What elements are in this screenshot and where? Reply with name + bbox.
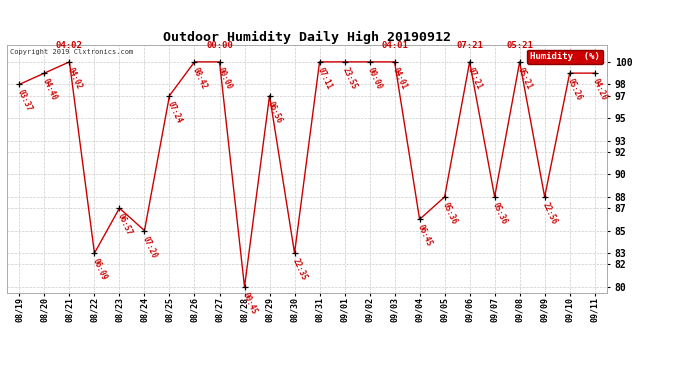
Text: 07:11: 07:11 [315, 66, 333, 91]
Text: 23:55: 23:55 [341, 66, 359, 91]
Text: 05:21: 05:21 [515, 66, 533, 91]
Text: 00:00: 00:00 [215, 66, 233, 91]
Text: 04:02: 04:02 [56, 40, 83, 50]
Text: 22:56: 22:56 [541, 201, 559, 226]
Text: 06:09: 06:09 [90, 257, 108, 282]
Text: 05:21: 05:21 [506, 40, 533, 50]
Text: 07:21: 07:21 [456, 40, 483, 50]
Legend: Humidity  (%): Humidity (%) [527, 50, 602, 64]
Text: 07:21: 07:21 [466, 66, 484, 91]
Text: 04:02: 04:02 [66, 66, 83, 91]
Text: 04:20: 04:20 [591, 77, 609, 102]
Text: 00:00: 00:00 [206, 40, 233, 50]
Text: 06:56: 06:56 [266, 100, 284, 124]
Text: Copyright 2019 Clxtronics.com: Copyright 2019 Clxtronics.com [10, 49, 133, 55]
Text: 06:57: 06:57 [115, 212, 133, 237]
Text: 05:36: 05:36 [491, 201, 509, 226]
Text: 06:45: 06:45 [415, 224, 433, 248]
Text: 07:20: 07:20 [141, 235, 159, 260]
Text: 00:45: 00:45 [241, 291, 259, 316]
Title: Outdoor Humidity Daily High 20190912: Outdoor Humidity Daily High 20190912 [163, 31, 451, 44]
Text: 04:01: 04:01 [391, 66, 408, 91]
Text: 22:35: 22:35 [290, 257, 308, 282]
Text: 08:42: 08:42 [190, 66, 208, 91]
Text: 00:00: 00:00 [366, 66, 384, 91]
Text: 03:37: 03:37 [15, 88, 33, 113]
Text: 07:24: 07:24 [166, 100, 184, 124]
Text: 05:36: 05:36 [441, 201, 459, 226]
Text: 04:40: 04:40 [41, 77, 59, 102]
Text: 05:26: 05:26 [566, 77, 584, 102]
Text: 04:01: 04:01 [381, 40, 408, 50]
